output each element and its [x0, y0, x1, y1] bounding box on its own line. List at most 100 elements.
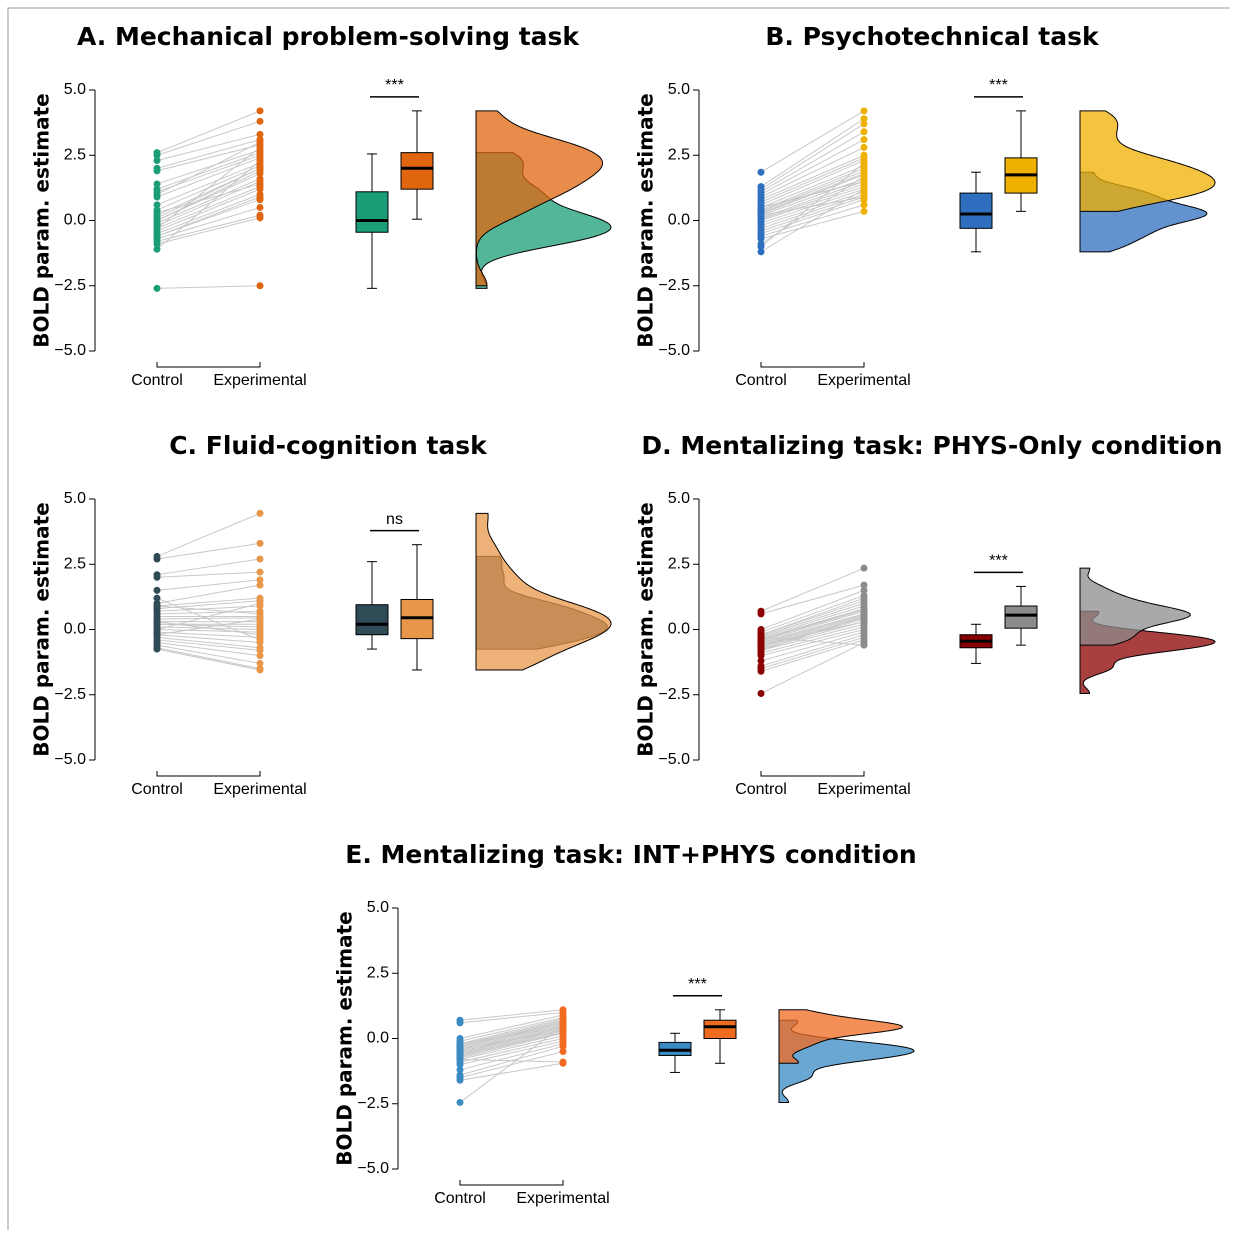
- pair-line: [156, 162, 261, 206]
- pair-line: [156, 139, 261, 169]
- pair-line: [760, 186, 865, 221]
- pair-line: [459, 1035, 564, 1060]
- pair-line: [760, 636, 865, 646]
- pair-line: [156, 214, 261, 242]
- panel-title: C. Fluid-cognition task: [169, 431, 488, 460]
- data-point: [757, 689, 765, 697]
- pair-line: [760, 183, 865, 220]
- pair-line: [156, 178, 261, 224]
- pair-line: [760, 615, 865, 651]
- data-point: [757, 652, 765, 660]
- pair-line: [760, 595, 865, 633]
- data-point: [256, 185, 264, 193]
- pair-line: [156, 120, 261, 156]
- x-axis: [760, 362, 865, 368]
- y-tick-label: 2.5: [367, 964, 389, 981]
- pair-line: [459, 1038, 564, 1063]
- y-tick-label: 0.0: [668, 621, 690, 638]
- data-point: [153, 156, 161, 164]
- y-tick-label: 2.5: [668, 146, 690, 163]
- data-point: [456, 1040, 464, 1048]
- pair-line: [459, 1032, 564, 1055]
- pair-line: [156, 636, 261, 649]
- pair-line: [459, 1031, 564, 1058]
- data-point: [256, 203, 264, 211]
- y-axis-label: BOLD param. estimate: [30, 502, 54, 756]
- pair-line: [760, 210, 865, 240]
- pair-line: [156, 642, 261, 657]
- data-point: [860, 641, 868, 649]
- data-point: [860, 136, 868, 144]
- y-tick-label: 5.0: [64, 490, 86, 507]
- pair-line: [459, 1014, 564, 1039]
- pair-line: [760, 610, 865, 642]
- data-point: [256, 180, 264, 188]
- data-point: [860, 564, 868, 572]
- pair-line: [156, 617, 261, 620]
- data-point: [153, 151, 161, 159]
- pair-line: [760, 160, 865, 206]
- data-point: [153, 209, 161, 217]
- pair-line: [760, 626, 865, 654]
- y-tick-label: 0.0: [668, 212, 690, 229]
- pair-line: [760, 605, 865, 638]
- data-point: [153, 180, 161, 188]
- x-tick-label: Experimental: [213, 372, 306, 389]
- pair-line: [156, 285, 261, 289]
- pair-line: [156, 110, 261, 154]
- pair-line: [760, 178, 865, 216]
- significance-label: ***: [989, 77, 1008, 94]
- density: [1079, 567, 1191, 646]
- pair-line: [459, 1025, 564, 1103]
- y-tick-label: −5.0: [54, 342, 86, 359]
- data-point: [256, 214, 264, 222]
- box: [1004, 605, 1038, 629]
- pair-line: [156, 206, 261, 240]
- y-tick-label: −2.5: [54, 277, 86, 294]
- data-point: [456, 1055, 464, 1063]
- pair-line: [760, 157, 865, 203]
- data-point: [256, 599, 264, 607]
- pair-line: [459, 1030, 564, 1050]
- y-axis-label: BOLD param. estimate: [333, 911, 357, 1165]
- pair-line: [760, 191, 865, 227]
- data-point: [559, 1029, 567, 1037]
- data-point: [256, 539, 264, 547]
- density: [778, 1009, 903, 1064]
- pair-line: [156, 610, 261, 615]
- box: [959, 192, 993, 229]
- pair-line: [156, 160, 261, 250]
- y-tick-label: −5.0: [54, 751, 86, 768]
- x-axis: [459, 1180, 564, 1186]
- data-point: [153, 190, 161, 198]
- data-point: [256, 610, 264, 618]
- y-tick-label: 2.5: [64, 555, 86, 572]
- y-tick-label: 5.0: [668, 81, 690, 98]
- pair-line: [760, 597, 865, 636]
- pair-line: [760, 636, 865, 670]
- pair-line: [459, 1022, 564, 1047]
- data-point: [456, 1076, 464, 1084]
- pair-line: [156, 167, 261, 219]
- data-point: [860, 581, 868, 589]
- panel-title: D. Mentalizing task: PHYS-Only condition: [641, 431, 1222, 460]
- data-point: [456, 1098, 464, 1106]
- data-point: [757, 211, 765, 219]
- pair-line: [459, 1011, 564, 1024]
- pair-line: [156, 173, 261, 221]
- pair-line: [760, 623, 865, 651]
- data-point: [153, 224, 161, 232]
- pair-line: [459, 1023, 564, 1050]
- data-point: [153, 626, 161, 633]
- y-tick-label: −5.0: [658, 751, 690, 768]
- data-point: [256, 646, 264, 654]
- significance-label: ns: [386, 511, 403, 528]
- pair-line: [760, 165, 865, 208]
- significance-label: ***: [688, 976, 707, 993]
- data-point: [757, 646, 765, 654]
- x-tick-label: Control: [735, 781, 787, 798]
- data-point: [757, 168, 765, 176]
- data-point: [256, 156, 264, 164]
